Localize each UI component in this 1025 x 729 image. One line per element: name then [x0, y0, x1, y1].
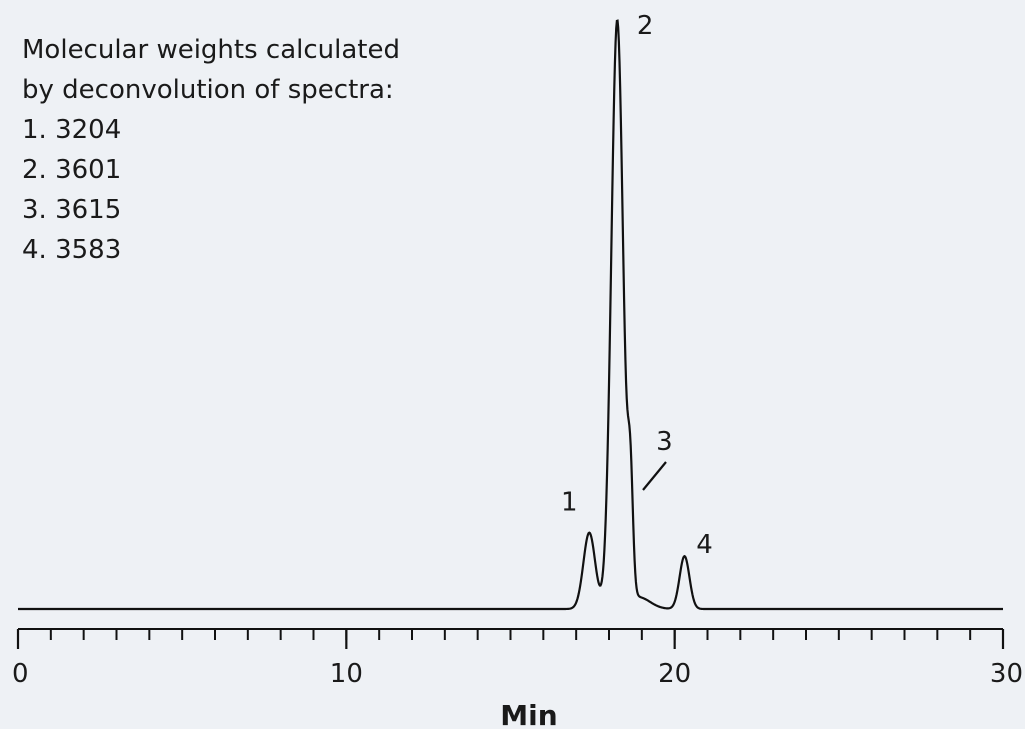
annotation-line: by deconvolution of spectra: [22, 75, 394, 105]
x-axis-tick-label: 30 [990, 659, 1023, 689]
peak-label: 2 [637, 11, 654, 41]
molecular-weights-annotation: Molecular weights calculated by deconvol… [22, 30, 400, 270]
annotation-line: Molecular weights calculated [22, 35, 400, 65]
chromatogram-trace [18, 19, 1003, 611]
x-axis-tick-labels: 0 10 20 30 [12, 659, 1023, 689]
x-axis-tick-label: 20 [658, 659, 691, 689]
peak-labels: 1 2 3 4 [561, 11, 713, 560]
annotation-line: 1. 3204 [22, 115, 122, 145]
x-axis-tick-label: 0 [12, 659, 29, 689]
x-axis-minor-ticks [17, 629, 1004, 640]
annotation-line: 4. 3583 [22, 235, 122, 265]
annotation-line: 3. 3615 [22, 195, 122, 225]
x-axis-major-ticks [16, 629, 1005, 649]
annotation-line: 2. 3601 [22, 155, 122, 185]
peak-label: 3 [656, 427, 673, 457]
peak-3-leader-line [642, 461, 667, 491]
x-axis-tick-label: 10 [330, 659, 363, 689]
peak-label: 1 [561, 488, 578, 518]
peak-label: 4 [696, 530, 713, 560]
x-axis-title: Min [500, 699, 557, 729]
